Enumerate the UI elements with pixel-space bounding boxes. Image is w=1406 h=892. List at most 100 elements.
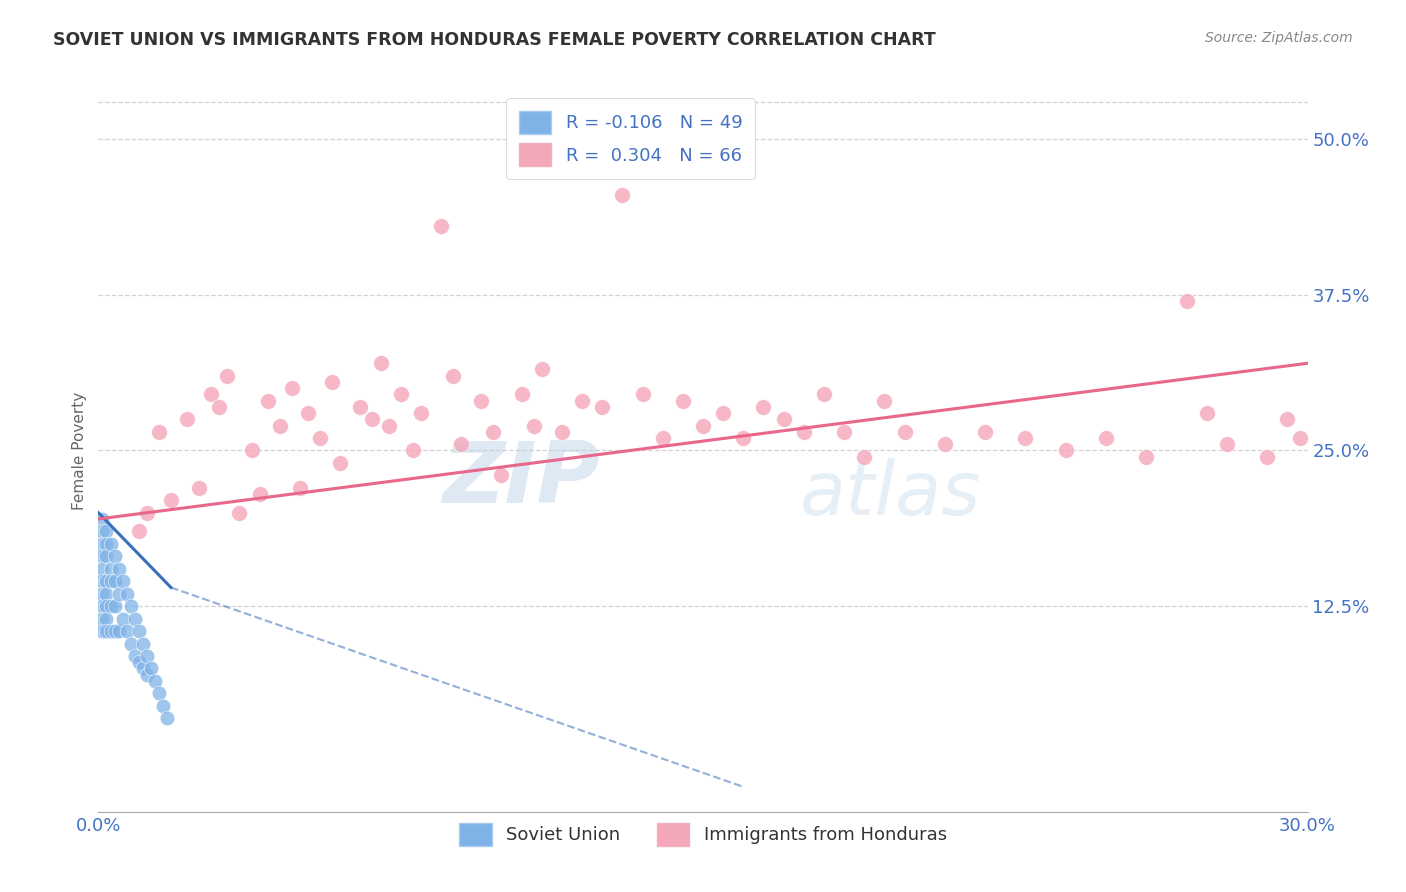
Point (91, 562, 114, 576)
Point (510, 387, 533, 401)
Point (128, 624, 150, 639)
Point (240, 443, 263, 458)
Point (249, 487, 271, 501)
Point (148, 686, 170, 700)
Point (96, 599, 118, 614)
Point (269, 418, 291, 433)
Point (974, 425, 997, 439)
Point (450, 437, 472, 451)
Point (156, 711, 179, 725)
Point (389, 387, 412, 401)
Point (107, 587, 129, 601)
Point (91, 624, 114, 639)
Point (370, 356, 392, 370)
Point (139, 661, 162, 675)
Point (309, 431, 332, 445)
Point (752, 400, 775, 414)
Point (551, 425, 574, 439)
Point (135, 648, 157, 663)
Point (873, 393, 896, 408)
Point (934, 437, 956, 451)
Point (1216, 437, 1239, 451)
Point (148, 425, 170, 439)
Point (530, 362, 553, 376)
Point (91, 524, 114, 539)
Point (100, 599, 122, 614)
Text: atlas: atlas (800, 458, 981, 530)
Y-axis label: Female Poverty: Female Poverty (72, 392, 87, 509)
Point (441, 368, 464, 383)
Point (91, 599, 114, 614)
Point (91, 587, 114, 601)
Point (893, 425, 915, 439)
Point (288, 481, 311, 495)
Point (115, 587, 138, 601)
Point (612, 188, 634, 202)
Point (100, 562, 122, 576)
Text: ZIP: ZIP (443, 438, 600, 521)
Point (103, 574, 125, 589)
Point (813, 387, 835, 401)
Point (132, 636, 155, 650)
Point (128, 524, 150, 539)
Point (176, 412, 198, 426)
Point (377, 418, 399, 433)
Point (111, 612, 134, 626)
Point (100, 537, 122, 551)
Point (631, 387, 654, 401)
Point (321, 375, 343, 389)
Point (91, 537, 114, 551)
Point (281, 381, 304, 395)
Point (96, 612, 118, 626)
Point (96, 624, 118, 639)
Point (1014, 431, 1036, 445)
Point (96, 549, 118, 564)
Point (96, 587, 118, 601)
Point (91, 512, 114, 526)
Point (135, 506, 157, 520)
Point (733, 431, 755, 445)
Point (1277, 412, 1299, 426)
Point (103, 599, 125, 614)
Point (853, 450, 876, 464)
Point (152, 698, 174, 713)
Point (711, 406, 734, 420)
Point (143, 673, 166, 688)
Point (523, 418, 546, 433)
Point (96, 524, 118, 539)
Point (349, 400, 371, 414)
Point (1195, 406, 1218, 420)
Point (402, 443, 425, 458)
Point (256, 393, 278, 408)
Point (96, 537, 118, 551)
Point (1256, 450, 1278, 464)
Point (491, 468, 513, 483)
Point (100, 624, 122, 639)
Point (297, 406, 319, 420)
Point (208, 400, 231, 414)
Point (793, 425, 815, 439)
Point (1175, 293, 1198, 308)
Point (692, 418, 714, 433)
Legend: Soviet Union, Immigrants from Honduras: Soviet Union, Immigrants from Honduras (453, 815, 953, 854)
Point (91, 612, 114, 626)
Point (672, 393, 695, 408)
Point (100, 574, 122, 589)
Text: SOVIET UNION VS IMMIGRANTS FROM HONDURAS FEMALE POVERTY CORRELATION CHART: SOVIET UNION VS IMMIGRANTS FROM HONDURAS… (53, 31, 936, 49)
Point (329, 456, 352, 470)
Point (470, 393, 492, 408)
Point (91, 574, 114, 589)
Point (91, 549, 114, 564)
Point (107, 624, 129, 639)
Point (111, 574, 134, 589)
Point (832, 425, 855, 439)
Point (228, 506, 250, 520)
Point (200, 387, 222, 401)
Point (188, 481, 211, 495)
Point (1135, 450, 1157, 464)
Point (120, 599, 142, 614)
Point (482, 425, 505, 439)
Point (430, 219, 453, 234)
Text: Source: ZipAtlas.com: Source: ZipAtlas.com (1205, 31, 1353, 45)
Point (103, 549, 125, 564)
